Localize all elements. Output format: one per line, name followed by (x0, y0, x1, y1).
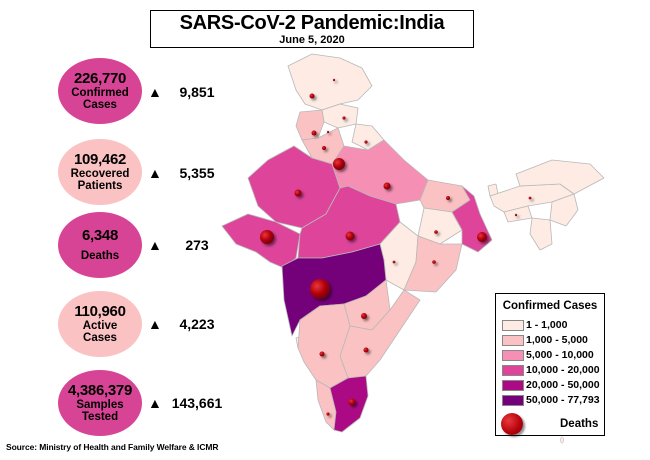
deaths-bubble-madhya-pradesh (345, 231, 355, 241)
deaths-bubble-jammu-kashmir (309, 93, 315, 99)
title-box: SARS-CoV-2 Pandemic:India June 5, 2020 (150, 10, 474, 48)
confirmed-cases-ellipse: 226,770 Confirmed Cases (58, 58, 142, 124)
state-punjab (295, 109, 325, 141)
deaths-bubble-odisha (432, 260, 436, 264)
state-nagaland-manipur (549, 193, 579, 227)
deaths-bubble-assam (528, 196, 532, 200)
map-date: June 5, 2020 (279, 34, 345, 46)
deaths-bubble-uttarakhand (364, 140, 368, 144)
legend-label: 1 - 1,000 (526, 319, 568, 331)
deaths-delta: 273 (185, 237, 209, 253)
map-legend: Confirmed Cases 1 - 1,000 1,000 - 5,000 … (495, 293, 605, 436)
deaths-bubble-icon (501, 413, 523, 435)
active-up-triangle-icon: ▲ (148, 316, 162, 332)
map-title: SARS-CoV-2 Pandemic:India (179, 12, 445, 34)
samples-tested-value: 4,386,379 (67, 382, 133, 400)
confirmed-cases-value: 226,770 (73, 70, 127, 88)
deaths-bubble-telangana (361, 313, 367, 319)
deaths-label-1: Deaths (80, 249, 120, 262)
legend-item: 1,000 - 5,000 (502, 334, 602, 346)
legend-deaths-label: Deaths (560, 418, 599, 430)
legend-swatch (502, 350, 524, 361)
state-jammu-kashmir (287, 53, 373, 111)
legend-title: Confirmed Cases (502, 300, 598, 312)
legend-swatch (502, 335, 524, 346)
active-cases-label-1: Active (82, 319, 118, 332)
legend-item: 20,000 - 50,000 (502, 379, 602, 391)
deaths-bubble-himachal (342, 116, 346, 120)
recovered-patients-value: 109,462 (73, 151, 127, 169)
state-uttar-pradesh (331, 139, 429, 205)
confirmed-cases-label-1: Confirmed (71, 86, 129, 99)
active-cases-value: 110,960 (74, 303, 126, 321)
samples-tested-delta: 143,661 (171, 395, 223, 411)
confirmed-cases-delta: 9,851 (179, 84, 215, 100)
legend-label: 50,000 - 77,793 (526, 394, 600, 406)
samples-tested-label-1: Samples (76, 398, 124, 411)
state-tamil-nadu (329, 375, 369, 433)
active-cases-delta: 4,223 (179, 316, 215, 332)
deaths-bubble-ladakh (332, 78, 336, 82)
legend-swatch (502, 365, 524, 376)
state-arunachal-pradesh (515, 159, 605, 195)
state-jharkhand (417, 207, 463, 245)
deaths-bubble-maharashtra (310, 279, 330, 299)
deaths-bubble-bihar (446, 196, 450, 200)
deaths-bubble-haryana (322, 146, 326, 150)
deaths-bubble-west-bengal (477, 232, 487, 242)
state-odisha (403, 235, 463, 293)
legend-item: 1 - 1,000 (502, 319, 602, 331)
recovered-patients-label-1: Recovered (70, 167, 130, 180)
legend-item: 10,000 - 20,000 (502, 364, 602, 376)
legend-label: 5,000 - 10,000 (526, 349, 594, 361)
recovered-patients-delta: 5,355 (179, 165, 215, 181)
legend-label: 1,000 - 5,000 (526, 334, 588, 346)
nicobar-islands (560, 436, 564, 444)
legend-swatch (502, 395, 524, 406)
confirmed-up-triangle-icon: ▲ (148, 84, 162, 100)
legend-label: 10,000 - 20,000 (526, 364, 600, 376)
samples-up-triangle-icon: ▲ (148, 395, 162, 411)
deaths-bubble-karnataka (319, 351, 325, 357)
legend-label: 20,000 - 50,000 (526, 379, 600, 391)
recovered-patients-label-2: Patients (77, 179, 123, 192)
state-karnataka (297, 303, 351, 389)
deaths-ellipse: 6,348 Deaths (58, 212, 142, 278)
legend-swatch (502, 380, 524, 391)
deaths-bubble-tamil-nadu (348, 398, 356, 406)
deaths-bubble-punjab (311, 130, 317, 136)
deaths-bubble-gujarat (260, 230, 274, 244)
deaths-up-triangle-icon: ▲ (148, 237, 162, 253)
deaths-bubble-jharkhand (434, 230, 438, 234)
recovered-patients-ellipse: 109,462 Recovered Patients (58, 139, 142, 205)
deaths-bubble-uttar-pradesh (383, 182, 391, 190)
deaths-bubble-kerala (326, 412, 330, 416)
deaths-bubble-chhattisgarh (392, 260, 396, 264)
deaths-bubble-chandigarh (326, 130, 330, 134)
deaths-bubble-andhra-pradesh (363, 347, 369, 353)
deaths-value: 6,348 (81, 227, 119, 245)
deaths-bubble-meghalaya (514, 213, 518, 217)
samples-tested-ellipse: 4,386,379 Samples Tested (58, 370, 142, 436)
legend-swatch (502, 320, 524, 331)
state-tripura-mizoram (529, 217, 553, 251)
confirmed-cases-label-2: Cases (83, 98, 117, 111)
samples-tested-label-2: Tested (81, 410, 119, 423)
source-note: Source: Ministry of Health and Family We… (6, 442, 219, 452)
active-cases-ellipse: 110,960 Active Cases (58, 291, 142, 357)
legend-item: 50,000 - 77,793 (502, 394, 602, 406)
legend-item: 5,000 - 10,000 (502, 349, 602, 361)
deaths-bubble-delhi (333, 158, 345, 170)
deaths-bubble-rajasthan (294, 189, 302, 197)
recovered-up-triangle-icon: ▲ (148, 165, 162, 181)
active-cases-label-2: Cases (83, 331, 117, 344)
